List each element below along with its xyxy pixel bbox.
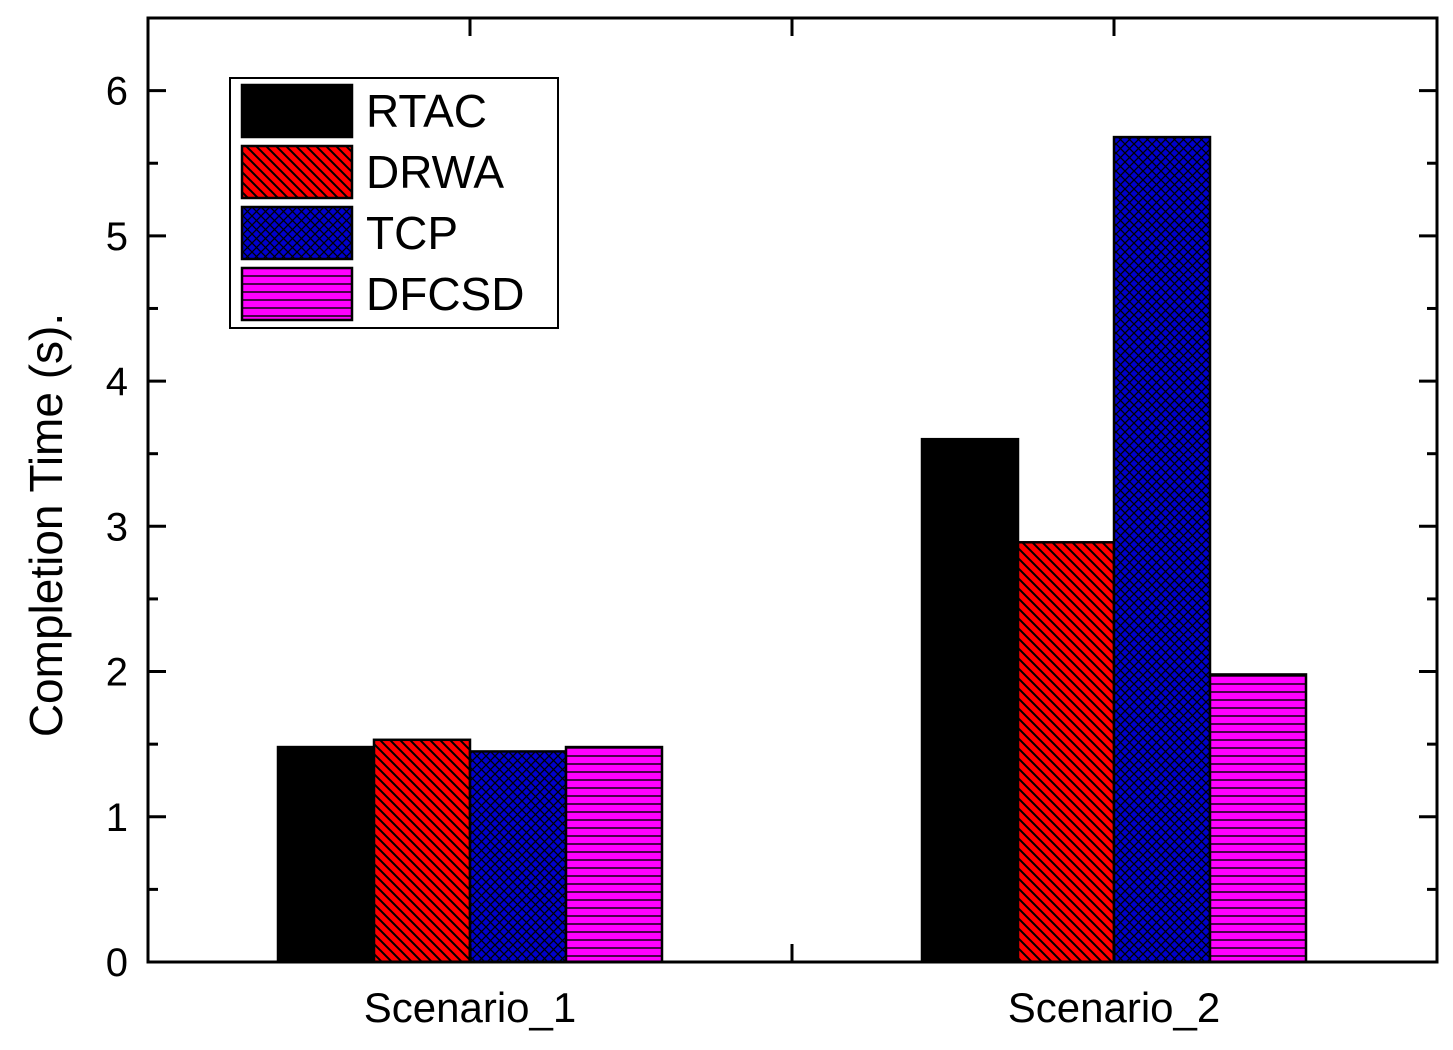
bar-tcp-scenario_1 [468,750,568,964]
legend: RTAC DRWA TCP DFCSD [229,77,559,329]
bar-rtac-scenario_1 [276,745,376,964]
bar-dfcsd-scenario_2 [1208,673,1308,964]
legend-swatch-drwa [240,144,354,200]
legend-label-tcp: TCP [366,207,458,259]
y-tick-label: 4 [106,360,128,404]
y-tick-label: 1 [106,796,128,840]
y-tick-label: 5 [106,215,128,259]
x-category-label: Scenario_2 [1008,984,1220,1031]
legend-label-drwa: DRWA [366,146,504,198]
bars-layer [276,135,1308,964]
y-tick-label: 3 [106,505,128,549]
bar-dfcsd-scenario_1 [564,745,664,964]
legend-swatch-rtac [240,83,354,139]
bar-rtac-scenario_2 [920,437,1020,964]
bar-drwa-scenario_1 [372,738,472,964]
legend-swatch-dfcsd [240,266,354,322]
y-tick-label: 0 [106,941,128,985]
legend-label-rtac: RTAC [366,85,487,137]
y-axis-title: Completion Time (s). [20,313,72,737]
legend-label-dfcsd: DFCSD [366,268,524,320]
bar-drwa-scenario_2 [1016,541,1116,964]
x-category-label: Scenario_1 [364,984,576,1031]
legend-swatch-tcp [240,205,354,261]
y-tick-label: 6 [106,70,128,114]
bar-tcp-scenario_2 [1112,135,1212,964]
axes-layer: 0 1 2 3 4 5 6 Scenario_1 Scenario_2 [106,16,1439,1031]
y-tick-label: 2 [106,651,128,695]
